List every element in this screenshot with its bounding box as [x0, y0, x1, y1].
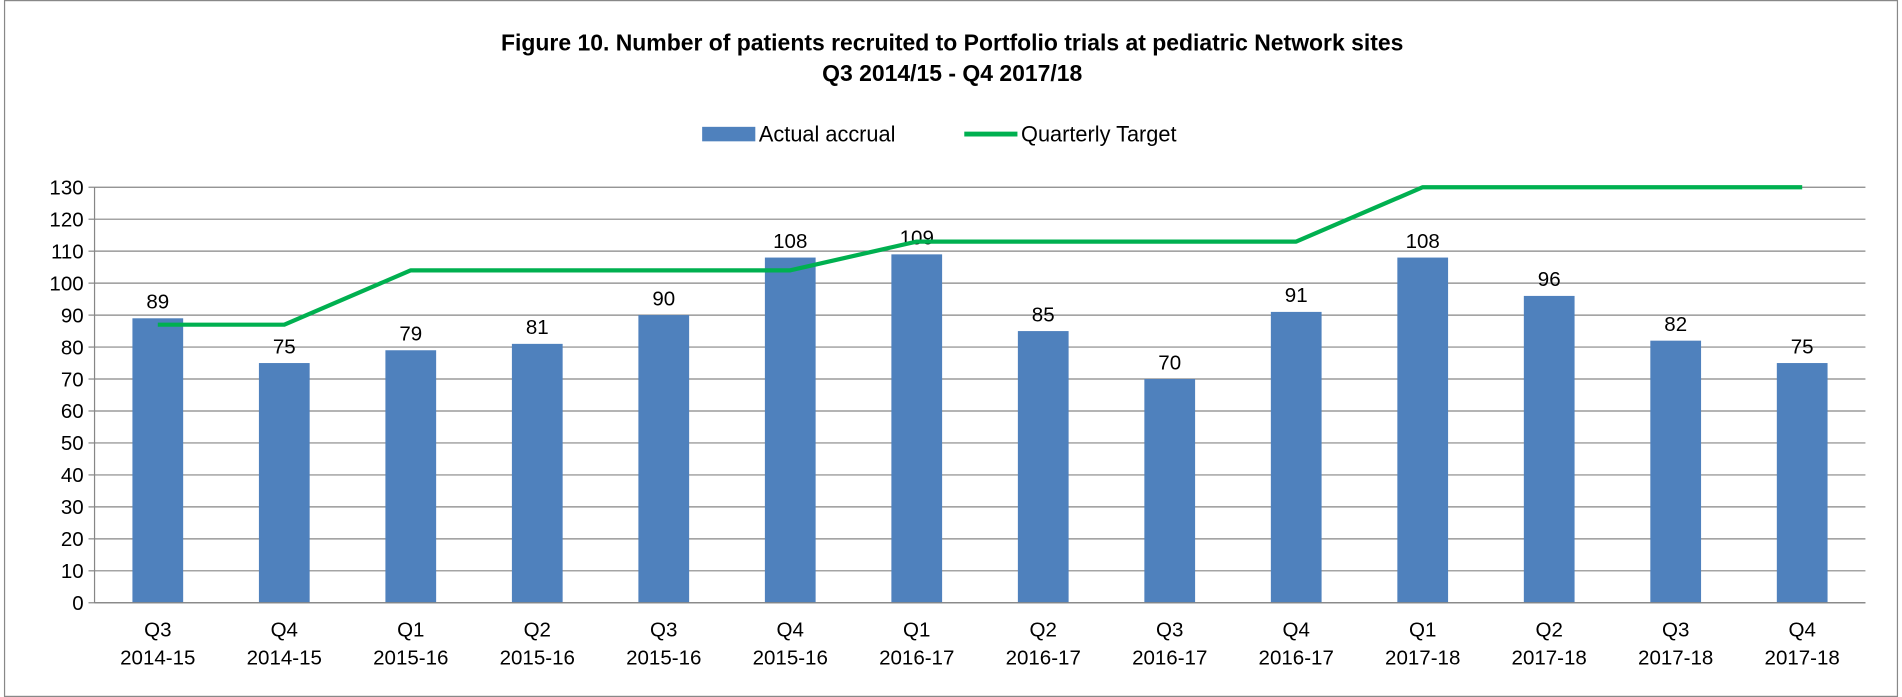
y-tick-label: 110: [51, 240, 84, 263]
legend-label: Quarterly Target: [1021, 121, 1176, 146]
bar: [638, 315, 690, 603]
data-label: 90: [652, 287, 675, 310]
chart-subtitle: Q3 2014/15 - Q4 2017/18: [822, 60, 1082, 86]
data-label: 75: [273, 335, 296, 358]
y-tick-label: 70: [61, 368, 84, 391]
y-tick-label: 10: [61, 560, 84, 583]
data-label: 75: [1791, 335, 1814, 358]
y-tick-label: 20: [61, 528, 84, 551]
bar: [1776, 363, 1828, 603]
bar: [1397, 257, 1449, 603]
data-label: 79: [399, 323, 422, 346]
data-label: 89: [146, 291, 169, 314]
bar: [1650, 340, 1702, 603]
bar: [385, 350, 437, 603]
data-label: 70: [1158, 351, 1181, 374]
chart-title: Figure 10. Number of patients recruited …: [501, 30, 1403, 56]
x-tick-label: Q2: [524, 619, 551, 642]
bar: [891, 254, 943, 603]
x-tick-label: Q2: [1030, 619, 1057, 642]
x-tick-label: 2016-17: [1259, 646, 1334, 669]
x-tick-label: 2017-18: [1512, 646, 1587, 669]
x-tick-label: 2017-18: [1638, 646, 1713, 669]
y-tick-label: 120: [49, 208, 83, 231]
y-tick-label: 90: [61, 304, 84, 327]
x-tick-label: Q3: [650, 619, 677, 642]
x-tick-label: Q4: [1283, 619, 1310, 642]
y-tick-label: 80: [61, 336, 84, 359]
y-tick-label: 100: [49, 272, 83, 295]
bar: [1270, 311, 1322, 603]
x-tick-label: Q4: [271, 619, 298, 642]
legend-swatch: [702, 126, 756, 142]
y-tick-label: 0: [72, 592, 83, 615]
bar: [1144, 379, 1196, 603]
y-tick-label: 60: [61, 400, 84, 423]
data-label: 91: [1285, 284, 1308, 307]
x-tick-label: Q2: [1536, 619, 1563, 642]
y-tick-label: 30: [61, 496, 84, 519]
x-tick-label: 2016-17: [879, 646, 954, 669]
bar: [258, 363, 310, 603]
data-label: 85: [1032, 303, 1055, 326]
x-tick-label: Q1: [397, 619, 424, 642]
data-label: 108: [1406, 230, 1440, 253]
y-tick-label: 50: [61, 432, 84, 455]
x-tick-label: Q1: [1409, 619, 1436, 642]
y-tick-label: 40: [61, 464, 84, 487]
x-tick-label: 2014-15: [120, 646, 195, 669]
x-tick-label: 2015-16: [753, 646, 828, 669]
x-tick-label: 2016-17: [1132, 646, 1207, 669]
x-tick-label: Q3: [144, 619, 171, 642]
bar: [132, 318, 184, 603]
x-tick-label: 2015-16: [373, 646, 448, 669]
x-tick-label: 2017-18: [1385, 646, 1460, 669]
data-label: 108: [773, 230, 807, 253]
x-tick-label: Q1: [903, 619, 930, 642]
x-tick-label: 2015-16: [500, 646, 575, 669]
x-tick-label: 2016-17: [1006, 646, 1081, 669]
x-tick-label: 2014-15: [247, 646, 322, 669]
data-label: 82: [1664, 313, 1687, 336]
x-tick-label: Q3: [1662, 619, 1689, 642]
bar: [1523, 295, 1575, 603]
data-label: 81: [526, 316, 549, 339]
x-tick-label: 2017-18: [1765, 646, 1840, 669]
x-tick-label: Q4: [1789, 619, 1816, 642]
legend-label: Actual accrual: [759, 121, 896, 146]
target-line: [157, 185, 1803, 327]
x-tick-label: Q4: [777, 619, 804, 642]
chart-border: [3, 0, 1899, 697]
x-tick-label: 2015-16: [626, 646, 701, 669]
bar: [764, 257, 816, 603]
x-tick-label: Q3: [1156, 619, 1183, 642]
y-tick-label: 130: [49, 176, 83, 199]
bar: [511, 343, 563, 603]
bar: [1017, 331, 1069, 603]
data-label: 96: [1538, 268, 1561, 291]
